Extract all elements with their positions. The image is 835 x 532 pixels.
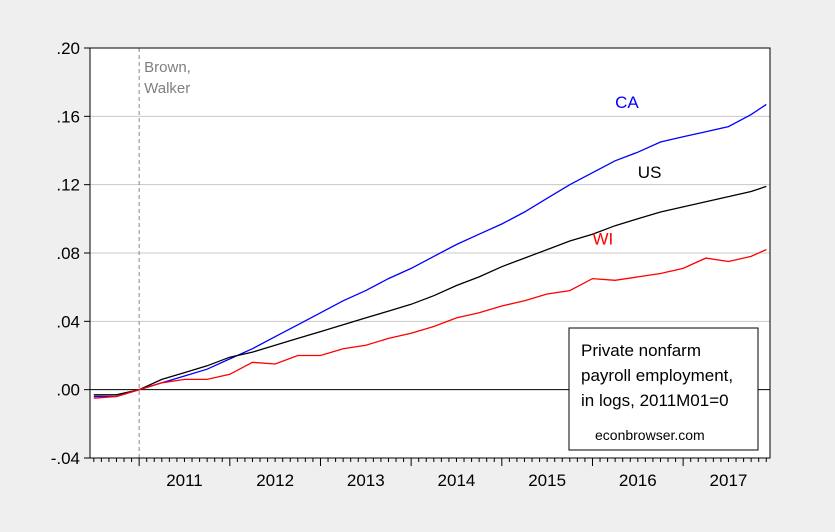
series-line-ca — [93, 103, 767, 398]
series-line-wi — [93, 249, 767, 399]
event-label-line1: Brown, — [144, 59, 191, 76]
y-tick-label: .08 — [56, 244, 80, 263]
gridlines — [90, 115, 770, 322]
x-tick-label: 2011 — [166, 471, 203, 490]
note-line-2: payroll employment, — [581, 366, 733, 385]
y-tick-label: .16 — [56, 107, 80, 126]
series-label-us: US — [638, 163, 662, 182]
series-label-wi: WI — [592, 229, 613, 248]
series-label-ca: CA — [615, 93, 639, 112]
series-line-us — [93, 185, 767, 396]
x-tick-label: 2012 — [256, 471, 294, 490]
x-tick-label: 2017 — [710, 471, 748, 490]
y-tick-label: .20 — [56, 39, 80, 58]
x-tick-label: 2016 — [619, 471, 657, 490]
y-tick-label: .04 — [56, 312, 80, 331]
y-tick-label: -.04 — [51, 449, 80, 468]
y-axis: -.04 .00 .04 .08 .12 .16 .20 — [51, 39, 90, 468]
series-labels: CA US WI — [592, 93, 661, 249]
x-tick-label: 2013 — [347, 471, 385, 490]
note-line-3: in logs, 2011M01=0 — [581, 391, 729, 410]
y-tick-label: .00 — [56, 381, 80, 400]
plot-frame — [89, 47, 771, 459]
note-line-1: Private nonfarm — [581, 341, 701, 360]
series-group — [93, 103, 767, 399]
x-tick-label: 2014 — [438, 471, 476, 490]
y-tick-label: .12 — [56, 176, 80, 195]
note-box: Private nonfarm payroll employment, in l… — [568, 327, 759, 451]
x-tick-label: 2015 — [528, 471, 566, 490]
event-label-line2: Walker — [144, 80, 190, 97]
x-axis: 2011 2012 2013 2014 2015 2016 2017 — [93, 458, 767, 490]
source-label: econbrowser.com — [595, 427, 705, 443]
